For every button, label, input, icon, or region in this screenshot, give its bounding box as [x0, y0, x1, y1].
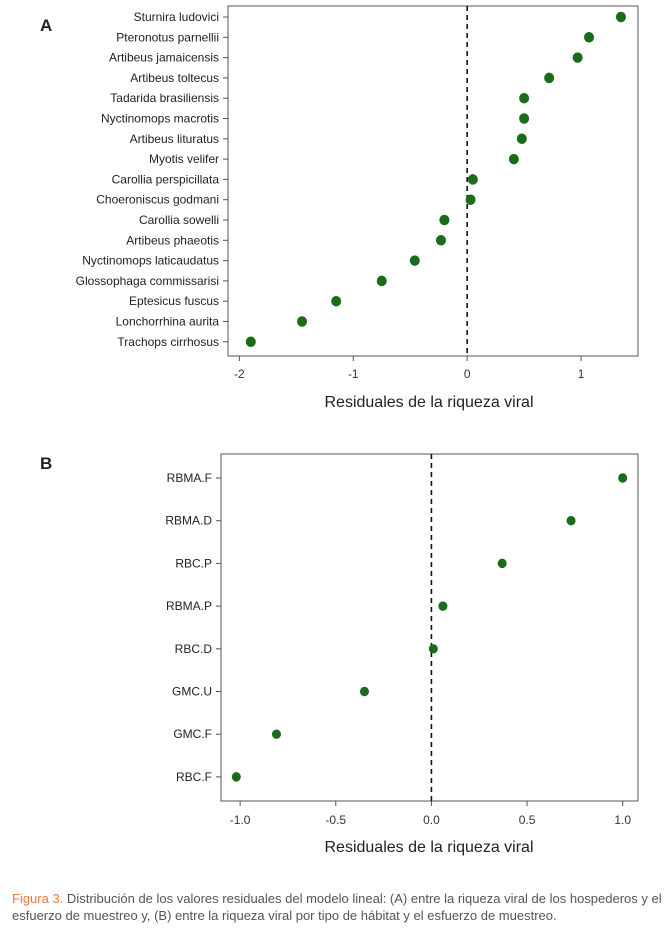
y-category-label: Eptesicus fuscus — [129, 294, 219, 308]
plot-frame — [227, 5, 639, 357]
y-category-label: Artibeus toltecus — [130, 71, 219, 85]
y-category-label: Pteronotus parnellii — [116, 30, 219, 44]
data-point — [618, 473, 628, 483]
y-category-label: Tadarida brasiliensis — [110, 91, 219, 105]
data-point — [465, 194, 476, 205]
y-category-label: Trachops cirrhosus — [117, 335, 219, 349]
data-point — [566, 515, 576, 526]
y-category-label: Artibeus lituratus — [130, 132, 219, 146]
panel-label: A — [40, 16, 52, 35]
y-category-label: Nyctinomops laticaudatus — [82, 254, 219, 268]
y-category-label: RBMA.P — [166, 599, 212, 613]
data-point — [245, 336, 256, 348]
y-category-label: RBC.D — [175, 642, 213, 656]
data-point — [409, 255, 420, 266]
data-point — [359, 686, 369, 697]
y-category-label: Carollia perspicillata — [112, 172, 220, 186]
panel-a: A -2 -1 0 1 Residuales de la riqueza viral Stu… — [40, 5, 639, 411]
data-point — [519, 113, 530, 124]
x-axis-label: Residuales de la riqueza viral — [325, 839, 534, 856]
x-tick-label: 0 — [464, 367, 471, 381]
data-point — [435, 235, 446, 246]
x-tick-label: -2 — [234, 367, 245, 381]
y-category-label: RBMA.D — [165, 514, 212, 528]
x-tick-label: 1.0 — [614, 813, 631, 827]
x-tick-label: 0.0 — [423, 813, 440, 827]
x-axis-label: Residuales de la riqueza viral — [325, 394, 534, 411]
x-tick-label: -0.5 — [325, 813, 346, 827]
data-point — [271, 729, 281, 739]
y-category-label: Glossophaga commissarisi — [76, 274, 219, 288]
y-category-label: RBC.P — [175, 556, 212, 570]
x-tick-label: 1 — [578, 367, 585, 381]
y-category-label: Nyctinomops macrotis — [101, 112, 219, 126]
data-point — [544, 72, 555, 84]
y-category-label: GMC.F — [173, 727, 212, 741]
x-tick-label: -1.0 — [230, 813, 251, 827]
data-point — [467, 174, 478, 185]
data-point — [508, 153, 519, 165]
data-point — [376, 275, 387, 287]
panel-label: B — [40, 454, 52, 473]
data-point — [331, 295, 342, 307]
y-category-label: GMC.U — [172, 685, 212, 699]
data-point — [519, 92, 530, 104]
caption-label: Figura 3. — [12, 891, 64, 906]
y-category-label: Carollia sowelli — [139, 213, 219, 227]
data-point — [231, 772, 241, 782]
panel-b: B -1.0 -0.5 0.0 0.5 1.0 Residuales de la rique… — [40, 453, 639, 856]
data-point — [497, 558, 507, 569]
y-category-label: Choeroniscus godmani — [96, 193, 219, 207]
figure-caption: Figura 3. Distribución de los valores re… — [12, 890, 662, 924]
data-point — [439, 214, 450, 226]
y-category-label: Myotis velifer — [149, 152, 219, 166]
data-point — [584, 32, 595, 43]
data-point — [438, 601, 448, 611]
data-point — [615, 11, 626, 23]
y-category-label: RBC.F — [176, 770, 212, 784]
y-category-label: Artibeus phaeotis — [126, 233, 219, 247]
x-tick-label: 0.5 — [519, 813, 536, 827]
y-category-label: Sturnira ludovici — [134, 10, 219, 24]
x-tick-label: -1 — [348, 367, 359, 381]
data-point — [516, 133, 527, 145]
y-category-label: Artibeus jamaicensis — [109, 51, 219, 65]
data-point — [572, 52, 583, 63]
y-category-label: Lonchorrhina aurita — [116, 315, 220, 329]
plot-frame — [220, 453, 639, 802]
caption-text: Distribución de los valores residuales d… — [12, 891, 662, 923]
y-category-label: RBMA.F — [167, 471, 212, 485]
data-point — [297, 316, 308, 327]
data-point — [428, 644, 438, 654]
